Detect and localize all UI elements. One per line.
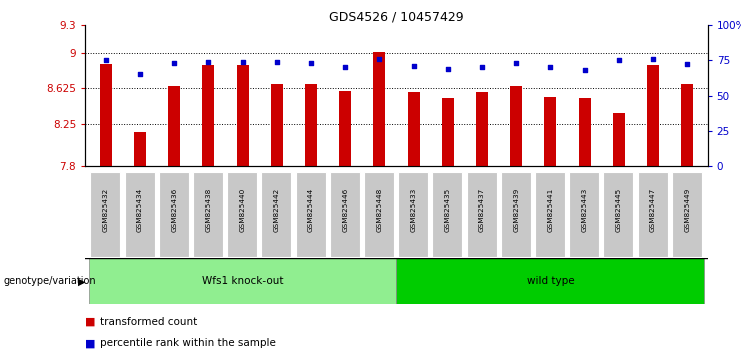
Bar xyxy=(339,91,351,166)
Bar xyxy=(236,65,248,166)
Bar xyxy=(305,84,317,166)
Bar xyxy=(579,98,591,166)
FancyBboxPatch shape xyxy=(398,172,428,257)
FancyBboxPatch shape xyxy=(330,172,360,257)
Text: GSM825435: GSM825435 xyxy=(445,188,451,232)
Bar xyxy=(681,84,693,166)
Text: transformed count: transformed count xyxy=(100,317,197,327)
Text: GSM825443: GSM825443 xyxy=(582,188,588,232)
FancyBboxPatch shape xyxy=(296,172,325,257)
Point xyxy=(476,64,488,70)
Text: GDS4526 / 10457429: GDS4526 / 10457429 xyxy=(329,11,464,24)
Text: GSM825439: GSM825439 xyxy=(513,188,519,232)
Text: GSM825433: GSM825433 xyxy=(411,188,416,232)
Point xyxy=(339,64,351,70)
FancyBboxPatch shape xyxy=(603,172,634,257)
Point xyxy=(613,57,625,63)
Bar xyxy=(100,64,112,166)
Bar xyxy=(134,132,146,166)
Text: percentile rank within the sample: percentile rank within the sample xyxy=(100,338,276,348)
Point xyxy=(408,63,419,69)
FancyBboxPatch shape xyxy=(672,172,702,257)
Text: ■: ■ xyxy=(85,317,96,327)
Text: ▶: ▶ xyxy=(78,276,85,286)
Text: GSM825441: GSM825441 xyxy=(548,188,554,232)
FancyBboxPatch shape xyxy=(637,172,668,257)
FancyBboxPatch shape xyxy=(262,172,291,257)
Text: GSM825436: GSM825436 xyxy=(171,188,177,232)
FancyBboxPatch shape xyxy=(193,172,223,257)
FancyBboxPatch shape xyxy=(569,172,599,257)
Text: GSM825448: GSM825448 xyxy=(376,188,382,232)
FancyBboxPatch shape xyxy=(535,172,565,257)
Bar xyxy=(442,98,453,166)
Point xyxy=(681,62,693,67)
Bar xyxy=(510,86,522,166)
FancyBboxPatch shape xyxy=(501,172,531,257)
Point xyxy=(442,66,453,72)
Point xyxy=(511,60,522,66)
Text: GSM825446: GSM825446 xyxy=(342,188,348,232)
Bar xyxy=(270,84,283,166)
FancyBboxPatch shape xyxy=(467,172,496,257)
Text: Wfs1 knock-out: Wfs1 knock-out xyxy=(202,276,283,286)
Point xyxy=(100,57,112,63)
FancyBboxPatch shape xyxy=(227,172,257,257)
Bar xyxy=(476,92,488,166)
Text: GSM825444: GSM825444 xyxy=(308,188,314,232)
FancyBboxPatch shape xyxy=(364,172,394,257)
Text: GSM825442: GSM825442 xyxy=(273,188,280,232)
Point xyxy=(202,59,214,64)
Text: wild type: wild type xyxy=(527,276,574,286)
Bar xyxy=(647,65,659,166)
Bar xyxy=(373,52,385,166)
Bar xyxy=(408,92,419,166)
Point xyxy=(545,64,556,70)
Point xyxy=(647,56,659,62)
Text: GSM825440: GSM825440 xyxy=(239,188,245,232)
Text: GSM825447: GSM825447 xyxy=(650,188,656,232)
Point xyxy=(134,72,146,77)
Text: genotype/variation: genotype/variation xyxy=(4,276,96,286)
FancyBboxPatch shape xyxy=(90,172,121,257)
Point xyxy=(270,59,282,64)
Point xyxy=(305,60,317,66)
Point xyxy=(236,59,248,64)
Text: GSM825434: GSM825434 xyxy=(137,188,143,232)
Point xyxy=(373,56,385,62)
Text: GSM825437: GSM825437 xyxy=(479,188,485,232)
Point xyxy=(579,67,591,73)
FancyBboxPatch shape xyxy=(124,172,155,257)
Text: GSM825445: GSM825445 xyxy=(616,188,622,232)
Bar xyxy=(613,113,625,166)
Bar xyxy=(545,97,556,166)
Bar xyxy=(202,65,214,166)
Text: GSM825438: GSM825438 xyxy=(205,188,211,232)
Text: GSM825449: GSM825449 xyxy=(684,188,690,232)
Text: ■: ■ xyxy=(85,338,96,348)
FancyBboxPatch shape xyxy=(432,172,462,257)
FancyBboxPatch shape xyxy=(396,258,704,304)
FancyBboxPatch shape xyxy=(159,172,189,257)
FancyBboxPatch shape xyxy=(89,258,396,304)
Point xyxy=(168,60,180,66)
Bar xyxy=(168,86,180,166)
Text: GSM825432: GSM825432 xyxy=(103,188,109,232)
